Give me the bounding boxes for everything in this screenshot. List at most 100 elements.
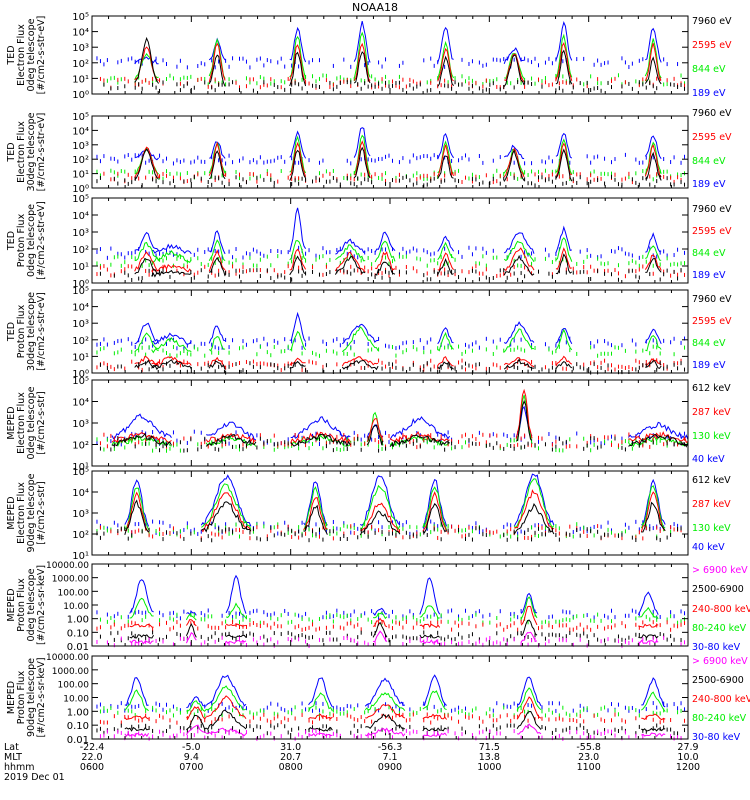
x-row-value: 20.7 [280, 752, 301, 763]
figure-title: NOAA18 [352, 1, 398, 14]
y-tick-label: 1.00 [67, 615, 89, 626]
pass-trace [641, 732, 666, 738]
pass-trace [134, 322, 160, 345]
pass-trace [628, 433, 689, 448]
pass-trace [555, 237, 573, 262]
y-tick-label: 10⁰ [72, 90, 89, 101]
pass-trace [129, 579, 154, 614]
pass-trace [289, 360, 306, 369]
pass-trace [503, 321, 535, 345]
legend-entry: 7960 eV [692, 16, 732, 27]
x-row-value: 0800 [279, 762, 303, 773]
pass-trace [555, 328, 573, 351]
pass-trace [555, 253, 573, 275]
pass-trace [303, 496, 328, 531]
x-row-label: Lat [4, 742, 19, 753]
panel-ted-proton-0deg: 10⁰ 10¹ 10² 10³ 10⁴ 10⁵ TED Proton Flux 0deg tel… [6, 194, 732, 290]
panel-data-meped-electron-0deg [96, 388, 689, 453]
pass-trace [437, 155, 454, 179]
legend-entry: 2595 eV [692, 316, 732, 327]
pass-trace [353, 42, 371, 82]
panel-data-ted-proton-0deg [96, 207, 686, 282]
pass-trace [289, 357, 306, 366]
pass-trace [151, 359, 192, 370]
pass-trace [437, 132, 455, 160]
pass-trace [134, 359, 159, 371]
x-row-value: 23.0 [578, 752, 599, 763]
pass-trace [308, 692, 333, 712]
pass-trace [520, 605, 538, 626]
pass-trace [205, 434, 257, 448]
panel-meped-electron-90deg: 10¹ 10² 10³ 10⁴ 10⁵ MEPED Electron Flux 90deg t… [6, 467, 731, 562]
pass-trace [503, 357, 535, 368]
pass-trace [516, 696, 542, 720]
pass-trace [124, 499, 149, 535]
pass-trace [186, 696, 207, 709]
pass-trace [134, 148, 159, 181]
pass-trace [437, 144, 455, 177]
pass-trace [151, 332, 192, 345]
pass-trace [517, 723, 542, 735]
y-tick-label: 10¹ [72, 74, 89, 85]
y-tick-label: 10² [72, 245, 89, 256]
y-axis-label-line: 90deg telescope [26, 473, 37, 552]
y-tick-label: 10⁵ [72, 286, 89, 297]
pass-trace [134, 251, 159, 272]
pass-trace [289, 26, 307, 63]
y-axis-label-line: [#/cm2-s-str-eV] [36, 113, 47, 192]
pass-trace [289, 255, 306, 276]
y-tick-label: 10⁵ [72, 467, 89, 478]
pass-trace [374, 261, 396, 276]
pass-trace [335, 238, 366, 255]
pass-trace [422, 690, 447, 711]
pass-trace [375, 251, 396, 271]
pass-trace [644, 38, 662, 79]
pass-trace [373, 630, 388, 643]
pass-trace [353, 127, 371, 158]
pass-trace [365, 704, 406, 719]
pass-trace [289, 141, 307, 177]
legend-entry: 844 eV [692, 156, 726, 167]
panel-meped-proton-0deg: 0.01 0.10 1.00 10.00 100.00 1000.00 10000.00 ME… [6, 561, 750, 653]
pass-trace [644, 143, 662, 178]
legend-entry: 7960 eV [692, 204, 732, 215]
panel-data-meped-electron-90deg [96, 473, 686, 543]
x-row-value: 22.0 [81, 752, 102, 763]
pass-trace [208, 230, 226, 255]
y-axis-label-line: TED [6, 322, 17, 342]
y-tick-label: 10¹ [72, 462, 89, 473]
y-axis-label-line: [#/cm2-s-sr-keV] [36, 565, 47, 645]
y-axis-label-line: [#/cm2-s-str-eV] [36, 292, 47, 371]
pass-trace [134, 146, 160, 179]
pass-trace [389, 416, 451, 440]
pass-trace [205, 674, 247, 707]
pass-trace [200, 474, 252, 527]
pass-trace [289, 248, 307, 271]
pass-trace [437, 356, 454, 367]
pass-trace [437, 361, 454, 370]
pass-trace [366, 418, 384, 442]
pass-trace [151, 337, 192, 354]
pass-trace [289, 130, 307, 159]
pass-trace [151, 269, 192, 278]
x-axis: Lat -22.4 -5.0 31.0 -56.3 71.5 -55.8 27.9 MLT 22.… [4, 742, 700, 783]
pass-trace [134, 56, 159, 65]
pass-trace [503, 328, 534, 353]
legend-entry: 2595 eV [692, 226, 732, 237]
pass-trace [513, 503, 555, 535]
y-tick-label: 10⁴ [72, 126, 89, 137]
y-tick-label: 100.00 [58, 588, 90, 598]
y-tick-label: 10⁵ [72, 376, 89, 387]
pass-trace [419, 634, 441, 639]
y-tick-label: 10⁴ [72, 211, 89, 222]
x-row-value: 1200 [676, 762, 700, 773]
legend-entry: 40 keV [692, 454, 725, 465]
y-axis-label-line: Electron Flux [16, 482, 27, 544]
y-tick-label: 10000.00 [46, 561, 89, 571]
y-tick-label: 10² [72, 530, 89, 541]
pass-trace [641, 677, 666, 708]
y-axis-label-line: Electron Flux [16, 392, 27, 454]
pass-trace [289, 135, 307, 174]
pass-trace [503, 358, 534, 370]
pass-trace [225, 602, 247, 619]
